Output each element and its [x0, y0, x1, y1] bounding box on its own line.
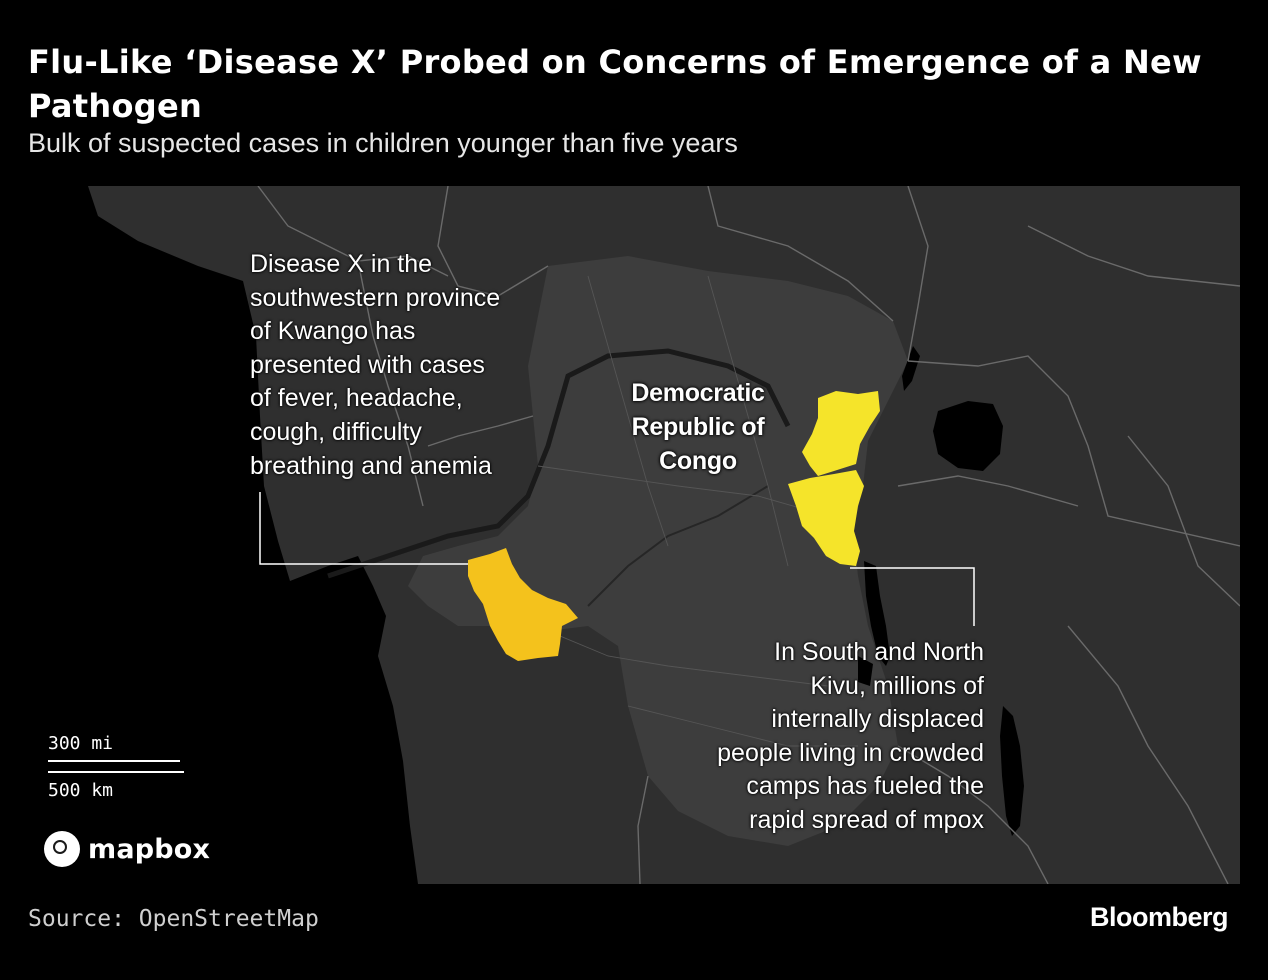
scale-bar-miles: [48, 760, 180, 762]
chart-title: Flu-Like ‘Disease X’ Probed on Concerns …: [28, 43, 1202, 125]
lake-tanganyika: [864, 561, 890, 666]
scale-label-miles: 300 mi: [48, 733, 114, 754]
south-kivu-province: [788, 470, 864, 566]
map-graphics: [28, 186, 1240, 884]
tributary-river: [587, 485, 769, 607]
lake-malawi: [1000, 706, 1024, 836]
atlantic-ocean: [28, 186, 418, 884]
kwango-province: [468, 548, 578, 661]
kwango-annotation: Disease X in the southwestern province o…: [250, 250, 501, 480]
country-borders: [257, 186, 1240, 884]
lake-albert: [902, 346, 920, 391]
chart-subtitle: Bulk of suspected cases in children youn…: [28, 128, 738, 158]
drc-country: [408, 256, 908, 846]
north-kivu-province: [802, 391, 880, 476]
mapbox-attribution[interactable]: mapbox: [44, 830, 210, 868]
scale-bar-km: [48, 771, 184, 773]
lake-mweru: [858, 656, 873, 686]
leader-line-left: [259, 492, 468, 565]
brand-logo: Bloomberg: [1089, 902, 1229, 932]
mapbox-wordmark: mapbox: [88, 833, 211, 865]
map-canvas[interactable]: [28, 186, 1240, 884]
country-label-drc: Democratic Republic of Congo: [631, 379, 765, 475]
mapbox-logo-icon: [44, 831, 80, 867]
scale-label-km: 500 km: [48, 780, 114, 801]
leader-line-right: [850, 567, 975, 626]
kivu-annotation: In South and North Kivu, millions of int…: [717, 638, 984, 834]
lake-victoria: [933, 401, 1003, 471]
source-note: Source: OpenStreetMap: [28, 906, 319, 932]
province-borders: [537, 275, 858, 747]
